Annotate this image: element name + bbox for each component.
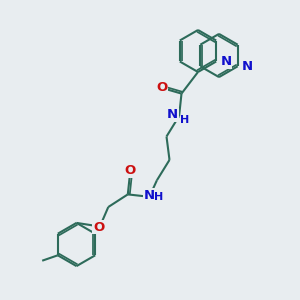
Text: O: O <box>156 81 168 94</box>
Text: O: O <box>93 220 104 234</box>
Text: H: H <box>180 115 189 125</box>
Text: H: H <box>154 192 163 202</box>
Text: O: O <box>124 164 135 177</box>
Text: N: N <box>221 55 232 68</box>
Text: N: N <box>242 60 253 73</box>
Text: N: N <box>167 108 178 122</box>
Text: N: N <box>144 189 155 202</box>
